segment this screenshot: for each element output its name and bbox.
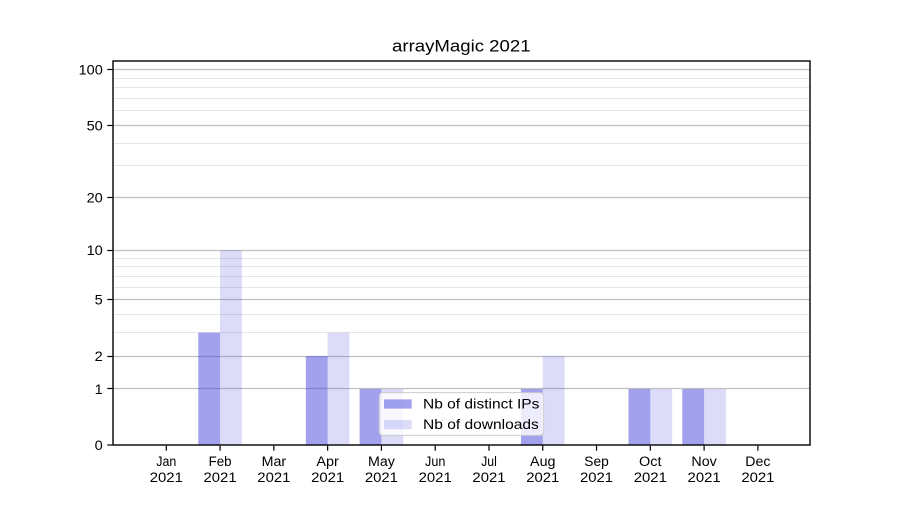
svg-text:Nb of downloads: Nb of downloads — [423, 416, 539, 432]
svg-text:2021: 2021 — [419, 470, 452, 485]
svg-text:2021: 2021 — [580, 470, 613, 485]
svg-text:2021: 2021 — [311, 470, 344, 485]
svg-text:2021: 2021 — [472, 470, 505, 485]
svg-text:May: May — [368, 454, 395, 469]
svg-text:0: 0 — [95, 438, 103, 453]
svg-text:1: 1 — [95, 382, 103, 397]
svg-text:10: 10 — [87, 243, 103, 258]
svg-text:Sep: Sep — [584, 454, 609, 469]
svg-text:2021: 2021 — [257, 470, 290, 485]
svg-text:2021: 2021 — [688, 470, 721, 485]
svg-text:100: 100 — [79, 63, 103, 78]
svg-text:Aug: Aug — [530, 454, 555, 469]
svg-text:Oct: Oct — [639, 454, 662, 469]
svg-text:Apr: Apr — [316, 454, 339, 469]
svg-text:50: 50 — [87, 118, 103, 133]
svg-text:2: 2 — [95, 349, 103, 364]
svg-text:2021: 2021 — [150, 470, 183, 485]
svg-text:2021: 2021 — [204, 470, 237, 485]
svg-text:2021: 2021 — [365, 470, 398, 485]
svg-text:Nov: Nov — [691, 454, 717, 469]
svg-text:2021: 2021 — [634, 470, 667, 485]
svg-text:2021: 2021 — [741, 470, 774, 485]
svg-text:Dec: Dec — [745, 454, 770, 469]
svg-text:Feb: Feb — [209, 454, 232, 469]
svg-text:Jul: Jul — [481, 454, 497, 469]
svg-text:5: 5 — [95, 293, 103, 308]
svg-text:2021: 2021 — [526, 470, 559, 485]
svg-text:arrayMagic 2021: arrayMagic 2021 — [392, 36, 531, 55]
svg-text:20: 20 — [87, 191, 103, 206]
svg-text:Nb of distinct IPs: Nb of distinct IPs — [423, 396, 539, 412]
svg-text:Mar: Mar — [262, 454, 287, 469]
svg-text:Jan: Jan — [156, 454, 176, 469]
svg-text:Jun: Jun — [425, 454, 445, 469]
